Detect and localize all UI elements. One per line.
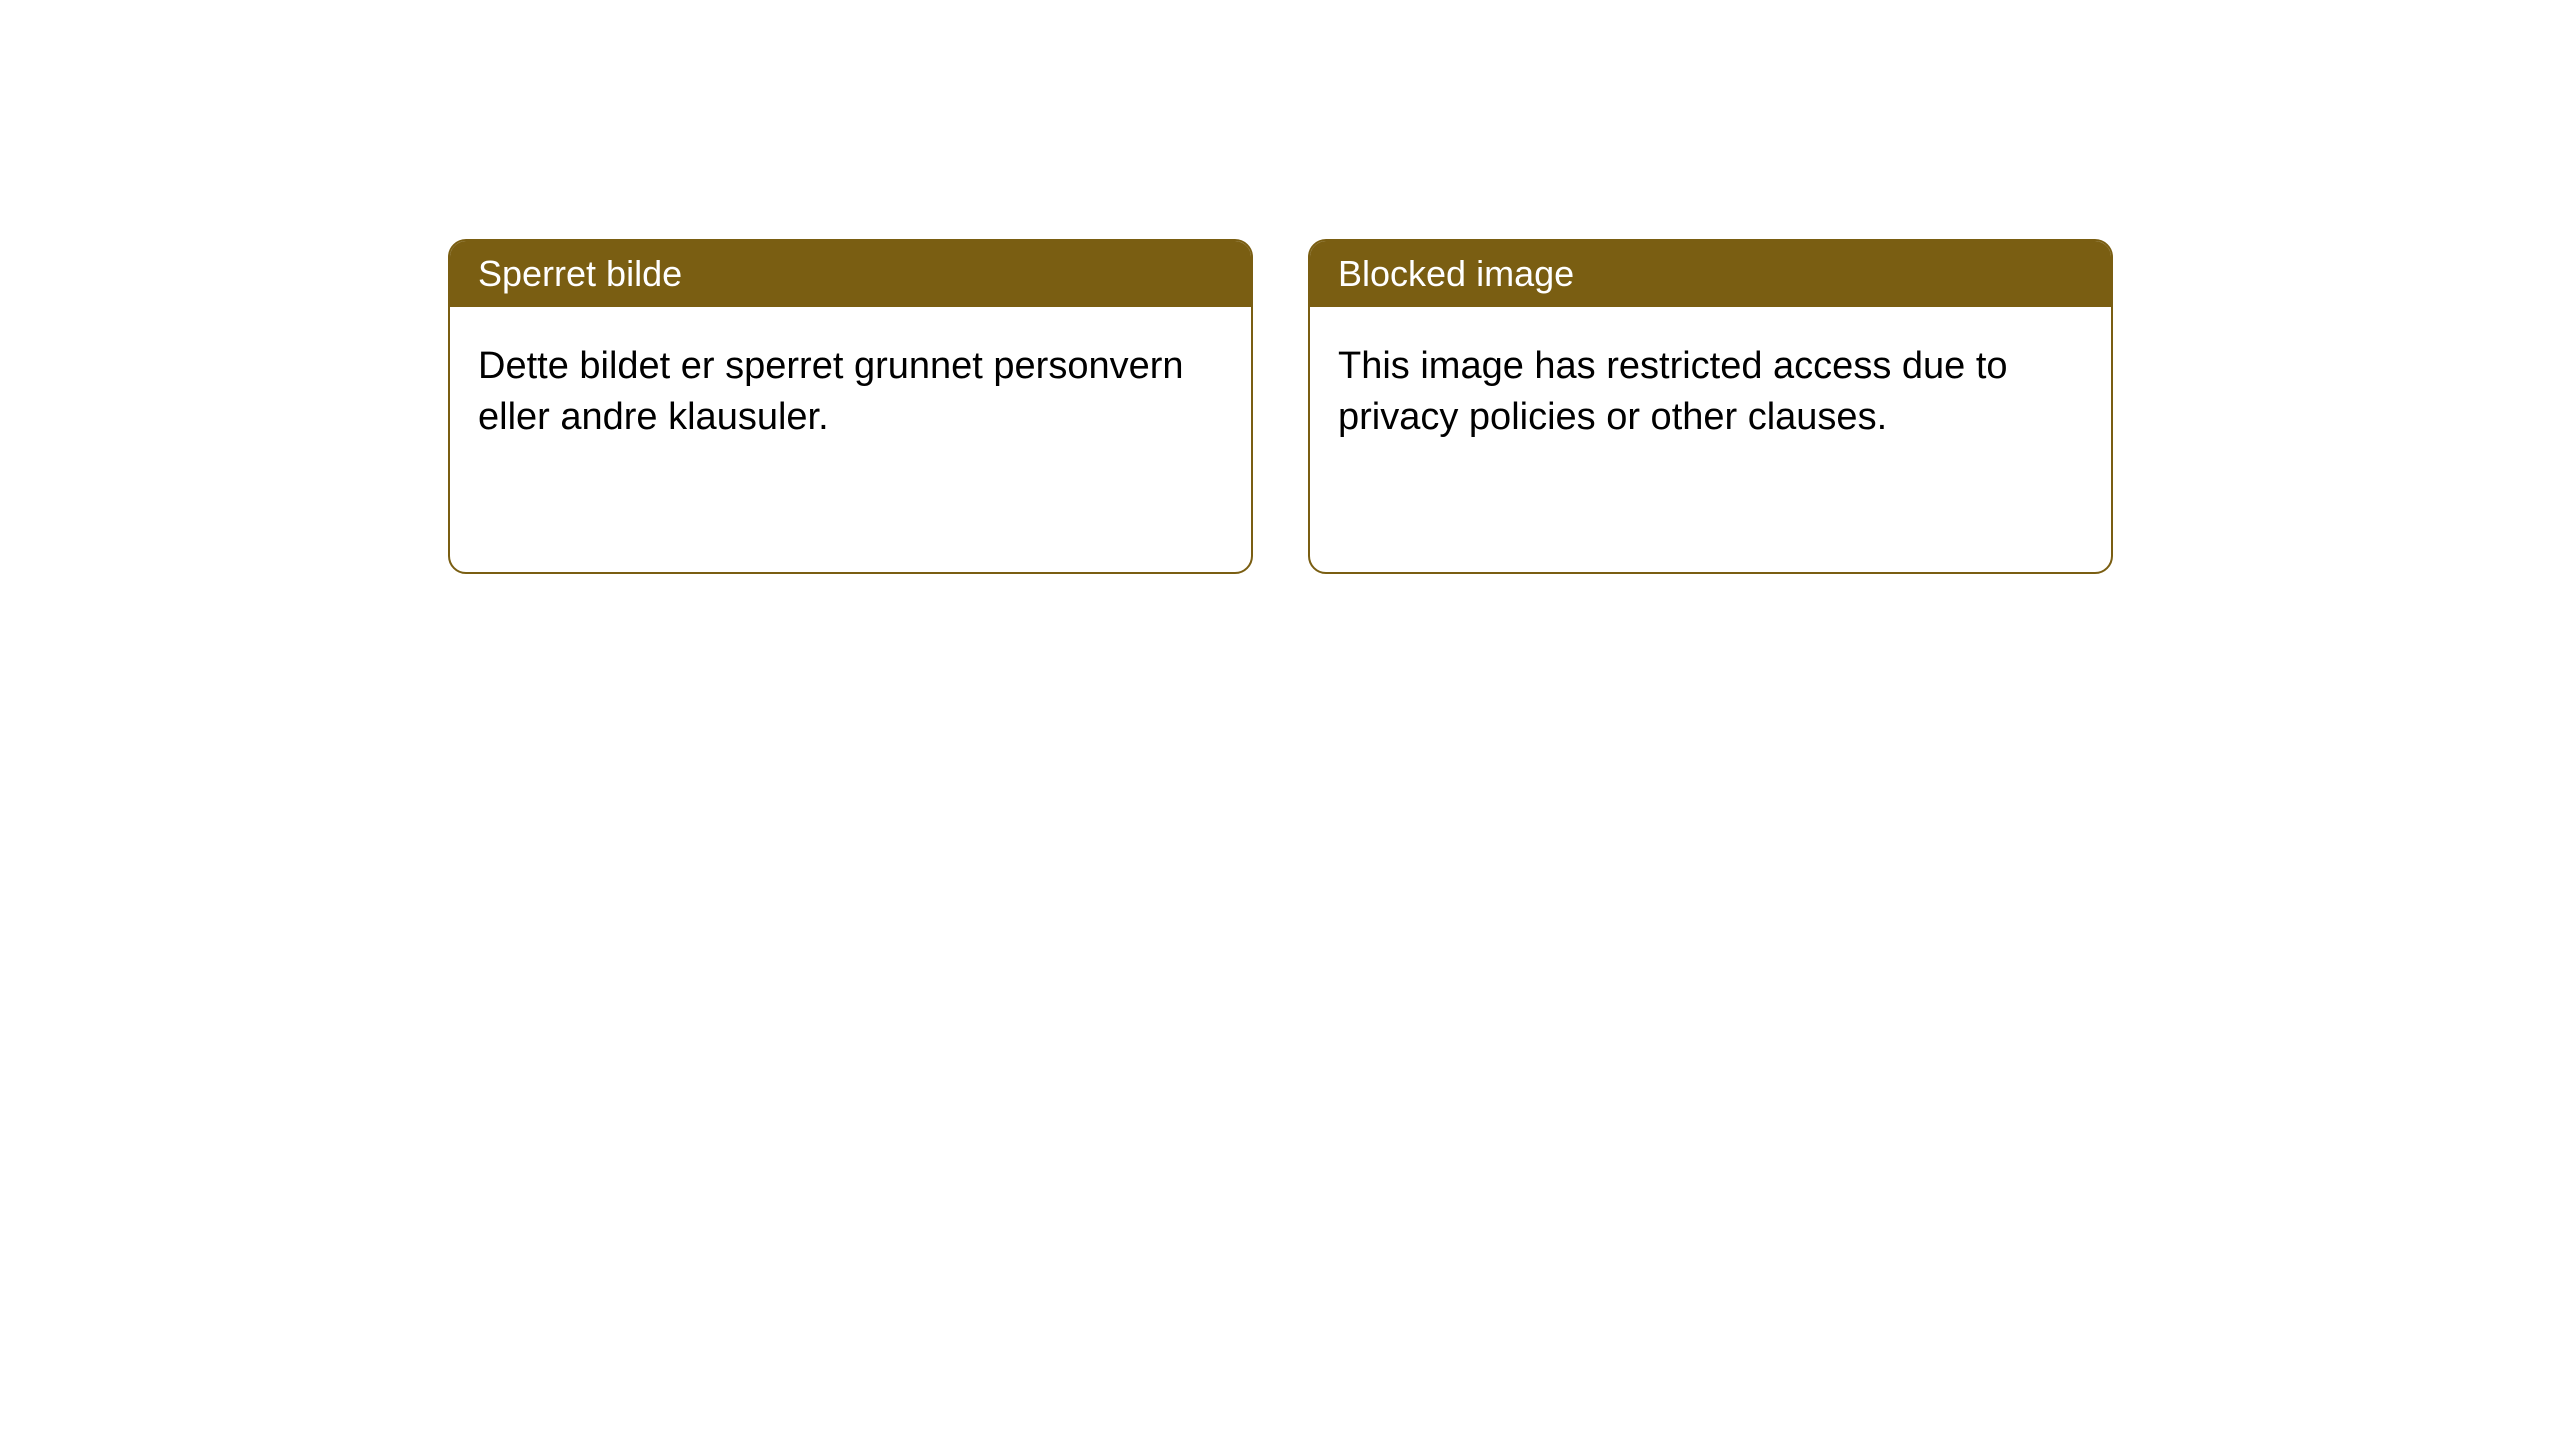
- notice-title: Blocked image: [1338, 253, 1574, 294]
- notice-body: Dette bildet er sperret grunnet personve…: [450, 307, 1251, 478]
- notice-container: Sperret bilde Dette bildet er sperret gr…: [448, 239, 2113, 574]
- notice-card-norwegian: Sperret bilde Dette bildet er sperret gr…: [448, 239, 1253, 574]
- notice-card-english: Blocked image This image has restricted …: [1308, 239, 2113, 574]
- notice-header: Blocked image: [1310, 241, 2111, 307]
- notice-text: Dette bildet er sperret grunnet personve…: [478, 345, 1184, 438]
- notice-title: Sperret bilde: [478, 253, 682, 294]
- notice-header: Sperret bilde: [450, 241, 1251, 307]
- notice-body: This image has restricted access due to …: [1310, 307, 2111, 478]
- notice-text: This image has restricted access due to …: [1338, 345, 2008, 438]
